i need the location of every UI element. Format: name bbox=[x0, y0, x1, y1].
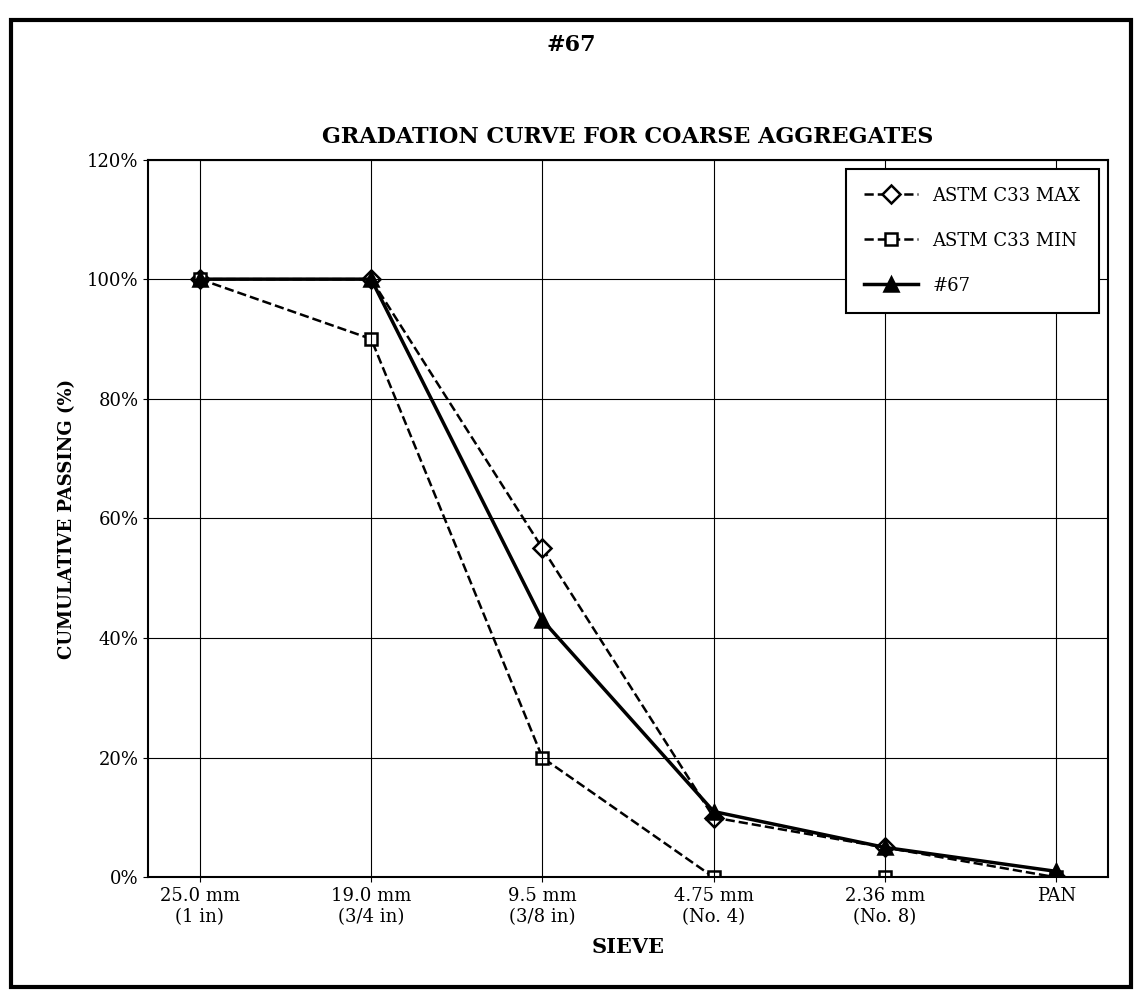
#67 bbox=[707, 806, 721, 818]
ASTM C33 MIN bbox=[878, 871, 892, 883]
ASTM C33 MAX bbox=[707, 812, 721, 824]
#67 bbox=[1049, 865, 1063, 877]
X-axis label: SIEVE: SIEVE bbox=[592, 937, 665, 957]
Text: #67: #67 bbox=[546, 34, 596, 56]
#67 bbox=[193, 273, 207, 285]
Y-axis label: CUMULATIVE PASSING (%): CUMULATIVE PASSING (%) bbox=[58, 379, 77, 658]
Legend: ASTM C33 MAX, ASTM C33 MIN, #67: ASTM C33 MAX, ASTM C33 MIN, #67 bbox=[846, 168, 1099, 313]
Line: ASTM C33 MIN: ASTM C33 MIN bbox=[194, 273, 1062, 883]
ASTM C33 MAX bbox=[193, 273, 207, 285]
Line: ASTM C33 MAX: ASTM C33 MAX bbox=[194, 273, 1062, 883]
ASTM C33 MIN bbox=[1049, 871, 1063, 883]
ASTM C33 MIN bbox=[536, 752, 549, 764]
ASTM C33 MIN bbox=[364, 333, 378, 345]
Line: #67: #67 bbox=[193, 272, 1063, 878]
ASTM C33 MAX bbox=[364, 273, 378, 285]
Title: GRADATION CURVE FOR COARSE AGGREGATES: GRADATION CURVE FOR COARSE AGGREGATES bbox=[322, 126, 934, 148]
ASTM C33 MAX bbox=[1049, 871, 1063, 883]
ASTM C33 MIN bbox=[193, 273, 207, 285]
#67 bbox=[364, 273, 378, 285]
ASTM C33 MIN bbox=[707, 871, 721, 883]
ASTM C33 MAX bbox=[878, 841, 892, 853]
#67 bbox=[878, 841, 892, 853]
#67 bbox=[536, 614, 549, 626]
ASTM C33 MAX bbox=[536, 542, 549, 554]
